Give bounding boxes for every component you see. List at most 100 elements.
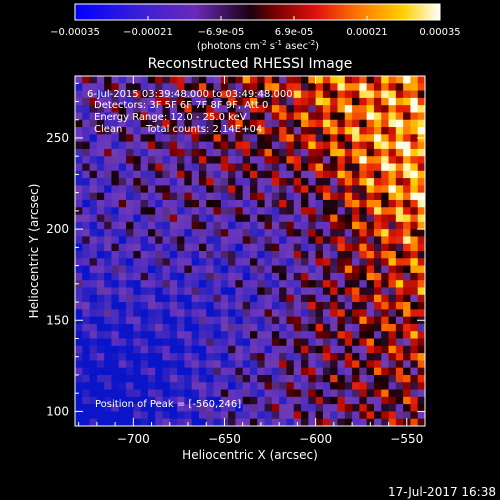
heatmap-cell bbox=[177, 214, 185, 223]
heatmap-cell bbox=[162, 294, 171, 303]
heatmap-cell bbox=[381, 207, 390, 216]
heatmap-cell bbox=[191, 265, 200, 274]
heatmap-cell bbox=[206, 236, 215, 245]
heatmap-cell bbox=[89, 258, 98, 267]
heatmap-cell bbox=[118, 258, 127, 267]
heatmap-cell bbox=[301, 170, 309, 179]
heatmap-cell bbox=[82, 389, 91, 398]
heatmap-cell bbox=[264, 178, 273, 186]
heatmap-cell bbox=[301, 345, 309, 354]
heatmap-cell bbox=[220, 229, 229, 238]
heatmap-cell bbox=[330, 199, 339, 208]
heatmap-cell bbox=[191, 207, 200, 216]
heatmap-cell bbox=[111, 316, 120, 325]
heatmap-cell bbox=[410, 221, 419, 230]
heatmap-cell bbox=[169, 83, 178, 92]
heatmap-cell bbox=[82, 156, 91, 165]
heatmap-cell bbox=[293, 389, 302, 398]
heatmap-cell bbox=[118, 251, 127, 259]
heatmap-cell bbox=[322, 90, 331, 99]
heatmap-cell bbox=[169, 331, 178, 340]
heatmap-cell bbox=[147, 367, 156, 376]
heatmap-cell bbox=[373, 221, 382, 230]
heatmap-cell bbox=[279, 243, 288, 252]
heatmap-cell bbox=[155, 316, 164, 325]
heatmap-cell bbox=[162, 265, 171, 274]
heatmap-cell bbox=[198, 214, 207, 223]
heatmap-cell bbox=[417, 97, 425, 106]
heatmap-cell bbox=[111, 178, 120, 186]
heatmap-cell bbox=[410, 105, 419, 114]
heatmap-cell bbox=[352, 192, 360, 201]
heatmap-cell bbox=[220, 141, 229, 150]
heatmap-cell bbox=[242, 105, 251, 114]
heatmap-cell bbox=[198, 338, 207, 347]
heatmap-cell bbox=[198, 207, 207, 216]
heatmap-cell bbox=[417, 199, 425, 208]
heatmap-cell bbox=[322, 207, 331, 216]
heatmap-cell bbox=[373, 141, 382, 150]
heatmap-cell bbox=[388, 127, 397, 135]
heatmap-cell bbox=[301, 76, 309, 84]
heatmap-cell bbox=[417, 280, 425, 289]
heatmap-cell bbox=[133, 148, 142, 157]
heatmap-cell bbox=[169, 112, 178, 121]
heatmap-cell bbox=[322, 331, 331, 340]
heatmap-cell bbox=[96, 105, 105, 114]
heatmap-cell bbox=[330, 360, 339, 369]
heatmap-cell bbox=[184, 192, 193, 201]
heatmap-cell bbox=[235, 112, 244, 121]
heatmap-cell bbox=[155, 97, 164, 106]
heatmap-cell bbox=[359, 302, 368, 310]
heatmap-cell bbox=[111, 382, 120, 391]
heatmap-cell bbox=[75, 236, 83, 245]
heatmap-cell bbox=[111, 170, 120, 179]
heatmap-cell bbox=[322, 199, 331, 208]
heatmap-cell bbox=[220, 185, 229, 194]
heatmap-cell bbox=[410, 272, 419, 281]
heatmap-cell bbox=[322, 105, 331, 114]
heatmap-cell bbox=[381, 418, 390, 426]
heatmap-cell bbox=[191, 199, 200, 208]
heatmap-cell bbox=[344, 251, 353, 259]
heatmap-cell bbox=[111, 163, 120, 172]
heatmap-cell bbox=[206, 374, 215, 383]
heatmap-cell bbox=[279, 229, 288, 238]
heatmap-cell bbox=[403, 316, 412, 325]
heatmap-cell bbox=[235, 251, 244, 259]
heatmap-cell bbox=[133, 178, 142, 186]
heatmap-cell bbox=[89, 360, 98, 369]
heatmap-cell bbox=[286, 243, 295, 252]
heatmap-cell bbox=[169, 134, 178, 143]
heatmap-cell bbox=[359, 243, 368, 252]
heatmap-cell bbox=[133, 418, 142, 426]
heatmap-cell bbox=[279, 236, 288, 245]
heatmap-cell bbox=[177, 338, 185, 347]
heatmap-cell bbox=[235, 119, 244, 128]
heatmap-cell bbox=[257, 396, 266, 405]
heatmap-cell bbox=[293, 360, 302, 369]
heatmap-cell bbox=[206, 119, 215, 128]
heatmap-cell bbox=[381, 105, 390, 114]
heatmap-cell bbox=[403, 353, 412, 361]
heatmap-cell bbox=[315, 374, 324, 383]
heatmap-cell bbox=[126, 338, 134, 347]
heatmap-cell bbox=[301, 272, 309, 281]
heatmap-cell bbox=[286, 382, 295, 391]
heatmap-cell bbox=[206, 105, 215, 114]
heatmap-cell bbox=[301, 112, 309, 121]
heatmap-cell bbox=[184, 90, 193, 99]
heatmap-cell bbox=[169, 418, 178, 426]
heatmap-cell bbox=[293, 251, 302, 259]
heatmap-cell bbox=[308, 360, 317, 369]
heatmap-cell bbox=[337, 338, 346, 347]
heatmap-cell bbox=[286, 229, 295, 238]
heatmap-cell bbox=[322, 265, 331, 274]
heatmap-cell bbox=[257, 170, 266, 179]
heatmap-cell bbox=[96, 418, 105, 426]
heatmap-cell bbox=[373, 236, 382, 245]
heatmap-cell bbox=[359, 382, 368, 391]
heatmap-cell bbox=[162, 345, 171, 354]
heatmap-cell bbox=[264, 163, 273, 172]
heatmap-cell bbox=[250, 316, 258, 325]
